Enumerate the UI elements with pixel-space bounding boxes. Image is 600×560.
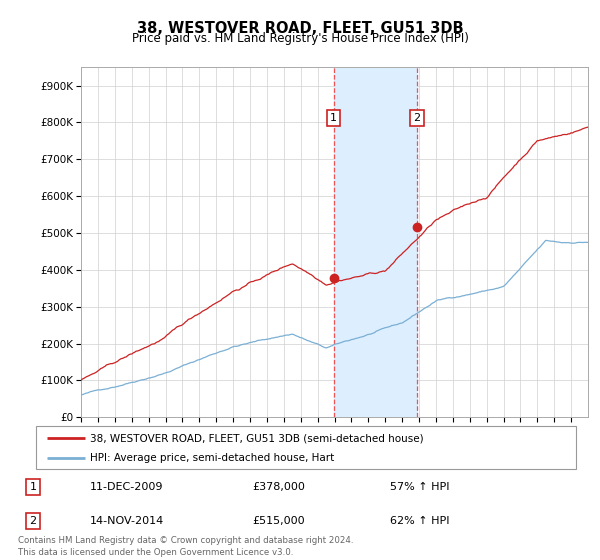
Text: Contains HM Land Registry data © Crown copyright and database right 2024.
This d: Contains HM Land Registry data © Crown c… [18, 536, 353, 557]
Text: £515,000: £515,000 [252, 516, 305, 526]
Bar [334, 67, 417, 417]
Text: 1: 1 [29, 482, 37, 492]
Text: 14-NOV-2014: 14-NOV-2014 [90, 516, 164, 526]
Text: 38, WESTOVER ROAD, FLEET, GU51 3DB (semi-detached house): 38, WESTOVER ROAD, FLEET, GU51 3DB (semi… [90, 433, 424, 443]
Text: HPI: Average price, semi-detached house, Hart: HPI: Average price, semi-detached house,… [90, 453, 334, 463]
Text: 2: 2 [413, 113, 421, 123]
Text: Price paid vs. HM Land Registry's House Price Index (HPI): Price paid vs. HM Land Registry's House … [131, 32, 469, 45]
Text: 1: 1 [330, 113, 337, 123]
Text: 62% ↑ HPI: 62% ↑ HPI [390, 516, 449, 526]
Text: 2: 2 [29, 516, 37, 526]
FancyBboxPatch shape [36, 426, 576, 469]
Text: £378,000: £378,000 [252, 482, 305, 492]
Text: 38, WESTOVER ROAD, FLEET, GU51 3DB: 38, WESTOVER ROAD, FLEET, GU51 3DB [137, 21, 463, 36]
Text: 11-DEC-2009: 11-DEC-2009 [90, 482, 163, 492]
Text: 57% ↑ HPI: 57% ↑ HPI [390, 482, 449, 492]
